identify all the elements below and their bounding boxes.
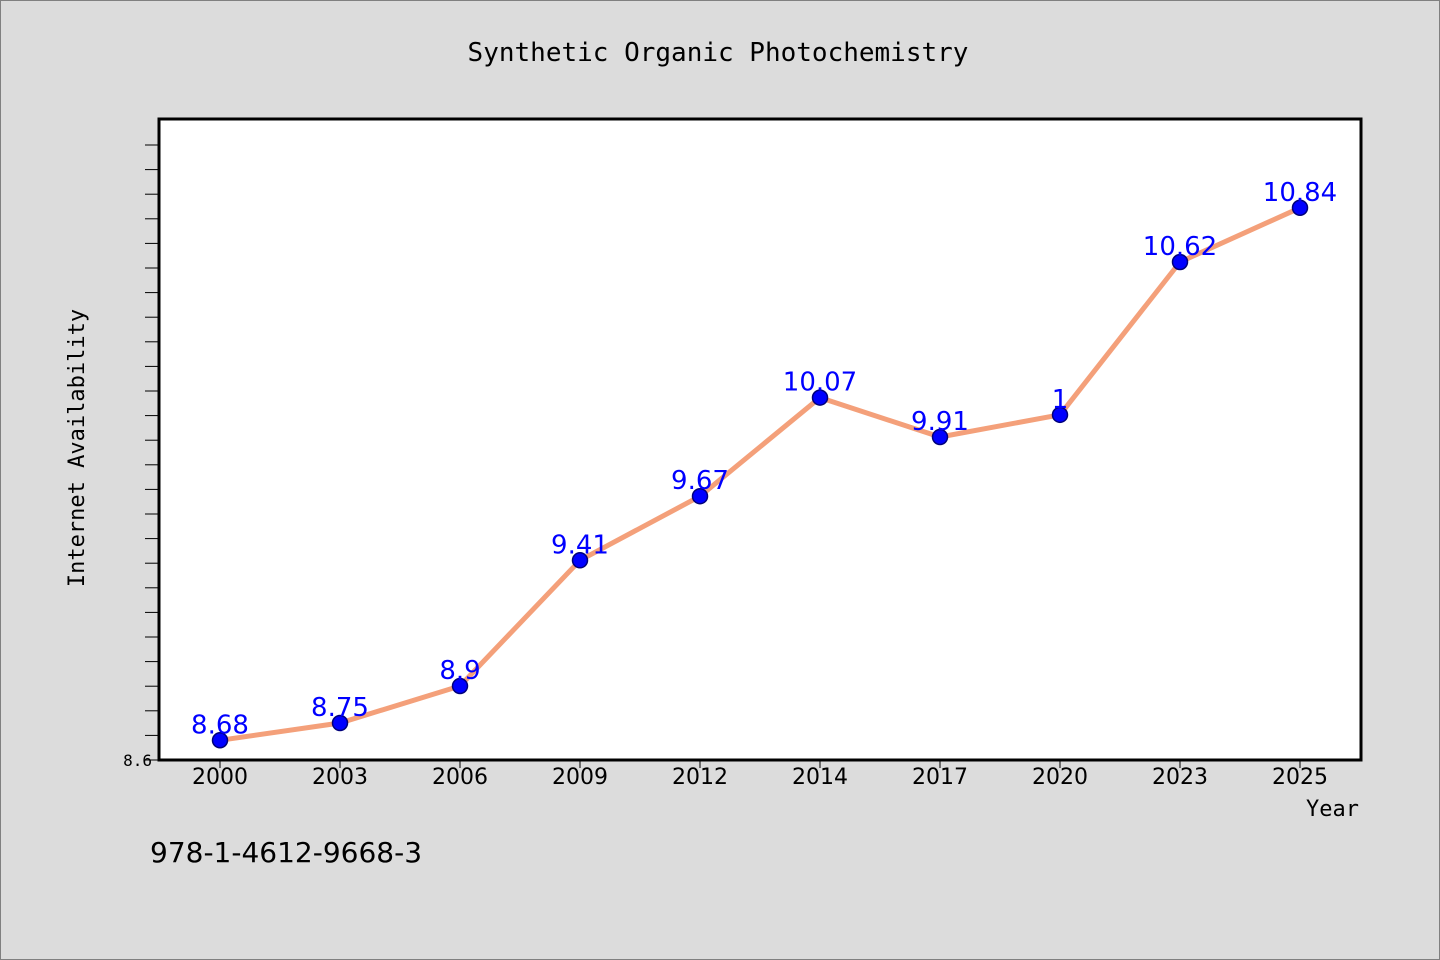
y-axis-ticks — [145, 144, 159, 761]
x-axis-label: Year — [1306, 797, 1359, 822]
data-label: 8.75 — [311, 693, 369, 723]
data-point — [451, 677, 469, 695]
data-label: 9.91 — [911, 407, 969, 437]
data-point — [1291, 199, 1309, 217]
data-label: 8.68 — [191, 710, 249, 740]
x-tick-labels: 2000 2003 2006 2009 2012 2014 2017 2020 2023 2025 — [192, 765, 1328, 790]
data-label: 10.84 — [1263, 178, 1337, 208]
data-label: 9.67 — [671, 466, 729, 496]
x-tick-label: 2020 — [1032, 765, 1088, 790]
y-axis-label: Internet Availability — [65, 309, 90, 587]
x-tick-label: 2023 — [1152, 765, 1208, 790]
x-tick-label: 2003 — [312, 765, 368, 790]
x-tick-label: 2025 — [1272, 765, 1328, 790]
data-point — [931, 428, 949, 446]
x-tick-label: 2014 — [792, 765, 848, 790]
y-tick-label: 8.6 — [123, 751, 152, 770]
x-tick-label: 2006 — [432, 765, 488, 790]
data-point — [331, 714, 349, 732]
x-tick-label: 2009 — [552, 765, 608, 790]
x-tick-label: 2012 — [672, 765, 728, 790]
plot-area — [157, 117, 1363, 762]
data-label: 9.41 — [551, 530, 609, 560]
data-label: 10.62 — [1143, 232, 1217, 262]
data-label: 8.9 — [439, 656, 480, 686]
data-point — [571, 552, 589, 569]
data-point — [811, 389, 829, 406]
data-labels: 8.68 8.75 8.9 9.41 9.67 10.07 9.91 1 10.62 10.84 — [191, 178, 1337, 741]
isbn-text: 978-1-4612-9668-3 — [150, 836, 422, 869]
series-markers — [211, 199, 1309, 749]
data-point — [691, 487, 709, 505]
data-point — [211, 732, 229, 749]
data-label: 1 — [1052, 385, 1069, 415]
data-point — [1171, 253, 1189, 271]
data-label: 10.07 — [783, 368, 857, 398]
x-tick-label: 2017 — [912, 765, 968, 790]
series-line — [217, 205, 1303, 743]
chart-title: Synthetic Organic Photochemistry — [468, 38, 969, 68]
x-axis-ticks — [219, 760, 1301, 768]
x-tick-label: 2000 — [192, 765, 248, 790]
data-point — [1051, 406, 1069, 424]
